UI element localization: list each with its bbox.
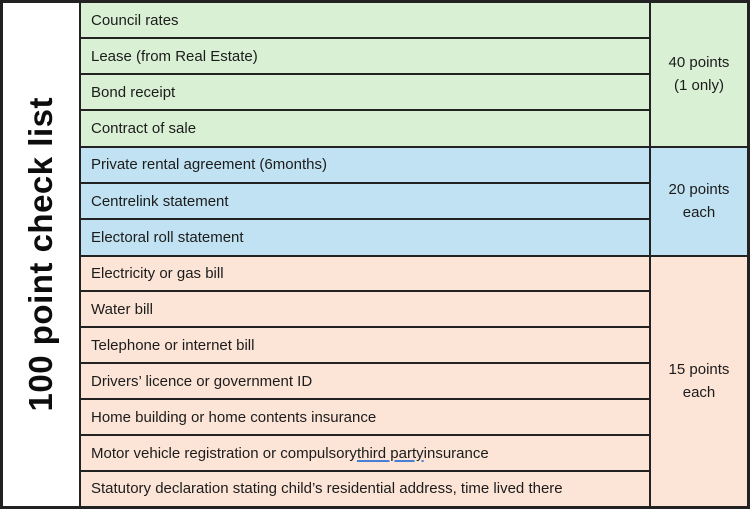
section-20-points: Private rental agreement (6months) Centr… [81,147,747,257]
points-qualifier: each [682,384,716,402]
row-text: Home building or home contents insurance [91,408,377,426]
row-water-bill: Water bill [81,292,649,329]
section-40-points: Council rates Lease (from Real Estate) B… [81,3,747,148]
row-text: Water bill [91,300,153,318]
points-qualifier: (1 only) [673,77,725,95]
row-bond-receipt: Bond receipt [81,75,649,112]
row-drivers-licence: Drivers’ licence or government ID [81,364,649,401]
row-text: Centrelink statement [91,192,229,210]
points-cell-40: 40 points (1 only) [649,3,747,146]
row-text: Private rental agreement (6months) [91,156,327,174]
section-20-rows: Private rental agreement (6months) Centr… [81,148,649,255]
row-home-insurance: Home building or home contents insurance [81,400,649,437]
row-text: insurance [423,444,489,462]
points-value: 15 points [668,361,730,378]
row-statutory-declaration: Statutory declaration stating child’s re… [81,472,649,506]
row-centrelink: Centrelink statement [81,184,649,221]
row-council-rates: Council rates [81,3,649,40]
title-column: 100 point check list [3,3,81,506]
points-qualifier: each [682,204,716,222]
row-telephone-internet: Telephone or internet bill [81,328,649,365]
row-text: Bond receipt [91,83,176,101]
row-text: Contract of sale [91,119,197,137]
sections-area: Council rates Lease (from Real Estate) B… [81,3,747,506]
row-text: Telephone or internet bill [91,336,255,354]
row-text: Electricity or gas bill [91,264,224,282]
row-electricity-gas: Electricity or gas bill [81,257,649,293]
row-contract-of-sale: Contract of sale [81,111,649,145]
row-text: Lease (from Real Estate) [91,47,258,65]
section-15-points: Electricity or gas bill Water bill Telep… [81,256,747,507]
row-text: Council rates [91,11,179,29]
section-40-rows: Council rates Lease (from Real Estate) B… [81,3,649,146]
row-text: Drivers’ licence or government ID [91,372,313,390]
points-value: 40 points [668,54,730,72]
points-value: 20 points [668,180,730,198]
row-text: Motor vehicle registration or compulsory [91,444,357,462]
row-text: Electoral roll statement [91,228,244,246]
grammar-underlined-text: third party [356,444,424,462]
points-cell-20: 20 points each [649,147,747,255]
row-electoral-roll: Electoral roll statement [81,220,649,254]
section-15-rows: Electricity or gas bill Water bill Telep… [81,257,649,507]
row-lease: Lease (from Real Estate) [81,39,649,76]
page-title: 100 point check list [22,97,59,412]
row-motor-vehicle-rego: Motor vehicle registration or compulsory… [81,436,649,473]
row-private-rental: Private rental agreement (6months) [81,148,649,184]
row-text: Statutory declaration stating child’s re… [91,480,563,498]
points-cell-15: 15 points each [649,256,747,506]
